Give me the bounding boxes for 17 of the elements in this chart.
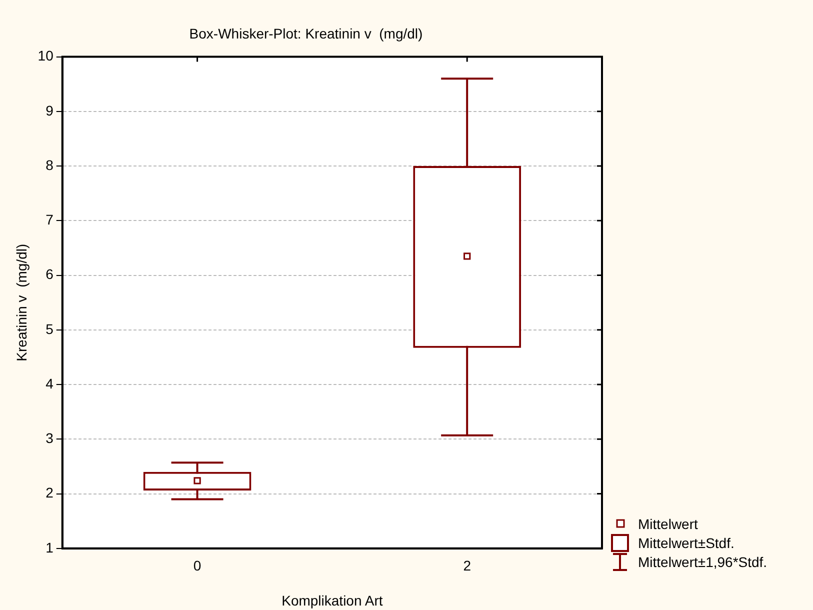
y-tick-label: 5 [46, 320, 54, 337]
text: Mittelwert±1,96*Stdf. [638, 554, 768, 570]
y-tick-label: 4 [46, 375, 54, 392]
y-tick-label: 7 [46, 212, 54, 228]
y-tick-label: 1 [46, 539, 54, 556]
y-axis-title: Kreatinin v (mg/dl) [13, 244, 30, 362]
y-tick-label: 8 [46, 156, 54, 173]
text: Mittelwert [638, 516, 698, 532]
y-tick-label: 2 [46, 484, 54, 501]
y-tick-label: 3 [46, 430, 54, 446]
x-tick-label: 0 [193, 558, 202, 574]
chart-title: Box-Whisker-Plot: Kreatinin v (mg/dl) [189, 25, 423, 42]
y-tick-label: 9 [46, 102, 54, 118]
y-tick-label: 6 [46, 266, 54, 282]
y-tick-label: 10 [38, 48, 54, 64]
x-axis-title: Komplikation Art [282, 592, 383, 608]
text: Mittelwert±Stdf. [638, 534, 734, 550]
